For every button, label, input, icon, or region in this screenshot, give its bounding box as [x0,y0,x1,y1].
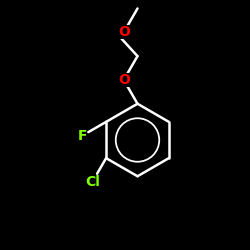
Text: O: O [118,73,130,87]
Text: O: O [118,25,130,39]
Text: Cl: Cl [85,175,100,189]
Text: F: F [78,128,87,142]
